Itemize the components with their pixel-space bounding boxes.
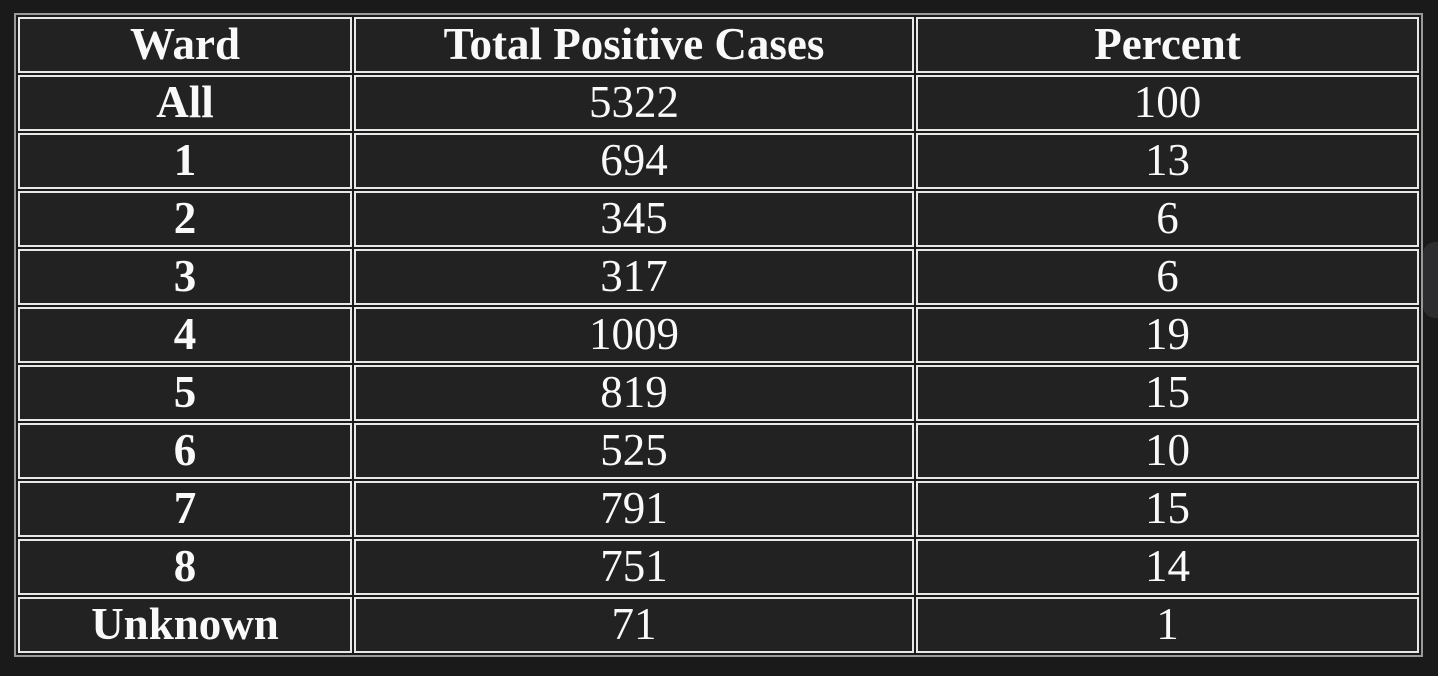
table-row: All 5322 100 [18, 75, 1419, 131]
table-cell-percent: 6 [916, 191, 1419, 247]
table-row: 8 751 14 [18, 539, 1419, 595]
table-cell-ward: All [18, 75, 352, 131]
table-row: 1 694 13 [18, 133, 1419, 189]
table-cell-cases: 5322 [354, 75, 914, 131]
table-cell-percent: 13 [916, 133, 1419, 189]
table-cell-percent: 100 [916, 75, 1419, 131]
table-row: Unknown 71 1 [18, 597, 1419, 653]
table-cell-ward: 3 [18, 249, 352, 305]
table-cell-cases: 317 [354, 249, 914, 305]
table-cell-percent: 15 [916, 481, 1419, 537]
table-cell-percent: 1 [916, 597, 1419, 653]
table-cell-percent: 10 [916, 423, 1419, 479]
table-cell-percent: 15 [916, 365, 1419, 421]
table-row: 3 317 6 [18, 249, 1419, 305]
table-cell-ward: 8 [18, 539, 352, 595]
positive-cases-table: Ward Total Positive Cases Percent All 53… [14, 13, 1423, 657]
table-cell-cases: 525 [354, 423, 914, 479]
table-cell-cases: 345 [354, 191, 914, 247]
scrollbar-thumb[interactable] [1423, 242, 1438, 318]
table-cell-percent: 6 [916, 249, 1419, 305]
table-cell-ward: 5 [18, 365, 352, 421]
table-cell-ward: 2 [18, 191, 352, 247]
table-cell-cases: 751 [354, 539, 914, 595]
table-row: 2 345 6 [18, 191, 1419, 247]
table-header-total-positive-cases: Total Positive Cases [354, 17, 914, 73]
table-header-ward: Ward [18, 17, 352, 73]
table-cell-percent: 19 [916, 307, 1419, 363]
table-cell-ward: Unknown [18, 597, 352, 653]
table-cell-cases: 791 [354, 481, 914, 537]
table-cell-ward: 7 [18, 481, 352, 537]
table-row: 4 1009 19 [18, 307, 1419, 363]
table-row: 7 791 15 [18, 481, 1419, 537]
table-row: 5 819 15 [18, 365, 1419, 421]
table-row: 6 525 10 [18, 423, 1419, 479]
table-cell-cases: 71 [354, 597, 914, 653]
table-cell-ward: 4 [18, 307, 352, 363]
table-cell-percent: 14 [916, 539, 1419, 595]
table-cell-cases: 819 [354, 365, 914, 421]
table-cell-cases: 694 [354, 133, 914, 189]
table-header-percent: Percent [916, 17, 1419, 73]
table-cell-ward: 1 [18, 133, 352, 189]
table-header-row: Ward Total Positive Cases Percent [18, 17, 1419, 73]
table-cell-ward: 6 [18, 423, 352, 479]
table-cell-cases: 1009 [354, 307, 914, 363]
